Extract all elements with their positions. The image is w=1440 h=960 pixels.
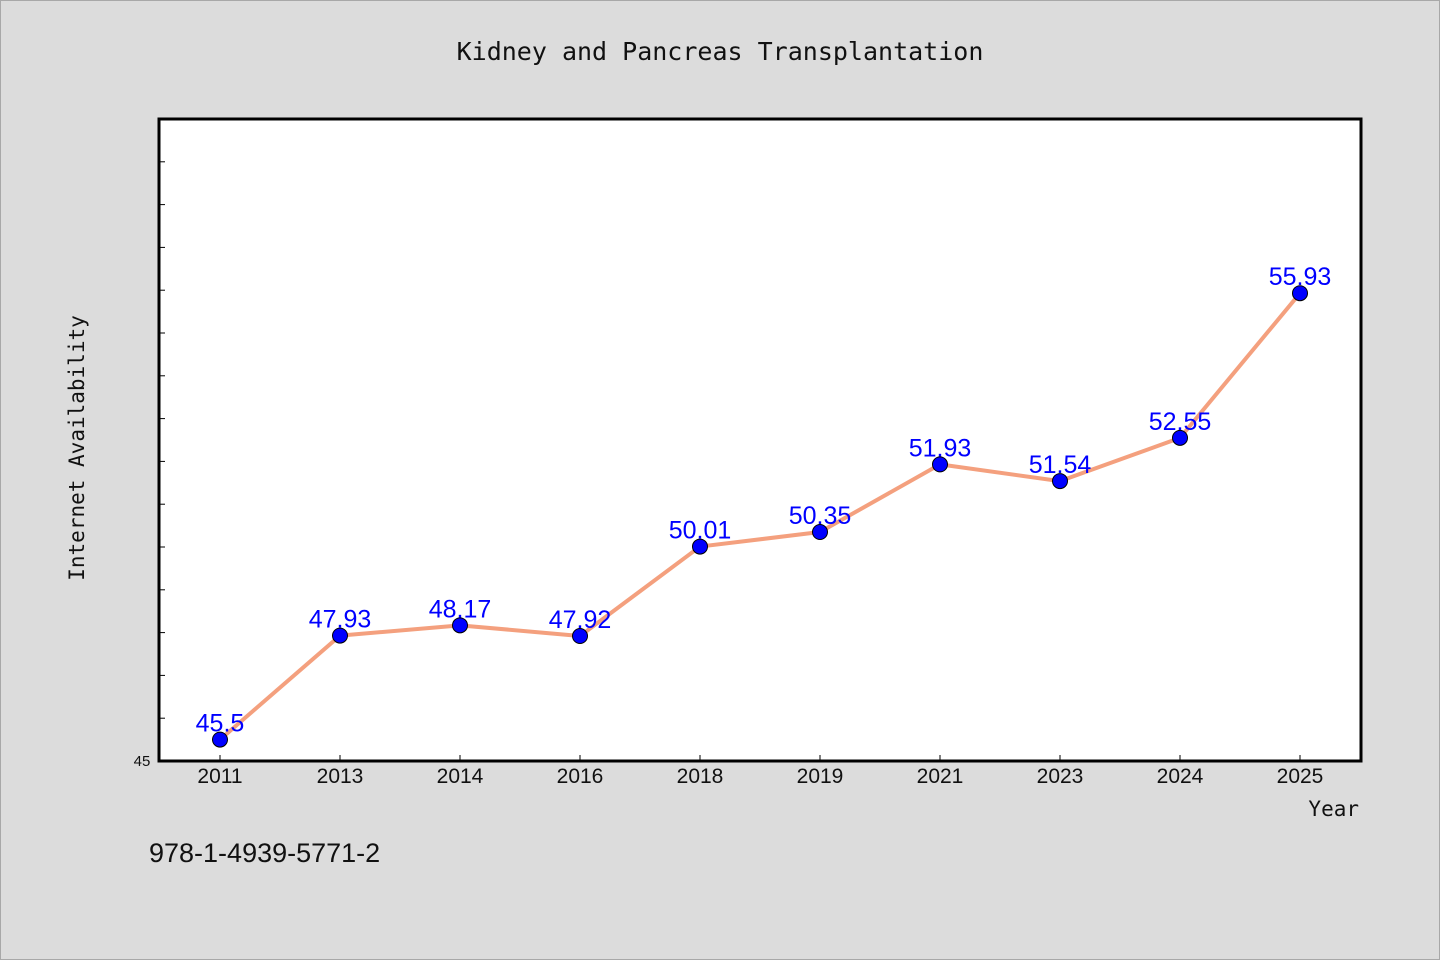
data-label: 47.93 — [309, 606, 372, 634]
data-label: 52.55 — [1149, 408, 1212, 436]
x-tick-label: 2019 — [797, 765, 844, 788]
data-label: 45.5 — [196, 710, 245, 738]
data-label: 47.92 — [549, 606, 612, 634]
x-axis-label: Year — [1308, 797, 1359, 821]
x-tick-label: 2011 — [197, 765, 242, 788]
data-point — [1172, 429, 1188, 446]
x-tick-label: 2023 — [1037, 765, 1084, 788]
series-line — [218, 291, 1302, 742]
data-point — [572, 628, 588, 645]
x-tick-label: 2024 — [1157, 765, 1204, 788]
data-point — [1052, 473, 1068, 490]
x-axis-ticks — [219, 755, 1301, 761]
x-tick-label: 2013 — [317, 765, 364, 788]
x-tick-label: 2021 — [917, 765, 964, 788]
x-tick-label: 2014 — [437, 765, 484, 788]
data-point — [1292, 285, 1308, 302]
data-label: 50.01 — [669, 517, 732, 545]
plot-area — [157, 117, 1363, 763]
y-axis-label: Internet Availability — [65, 315, 89, 581]
x-tick-label: 2025 — [1277, 765, 1324, 788]
data-point — [212, 731, 228, 748]
data-point — [812, 524, 828, 541]
data-point — [332, 627, 348, 644]
data-label: 48.17 — [429, 595, 492, 623]
x-tick-label: 2018 — [677, 765, 724, 788]
x-tick-labels: 2011 2013 2014 2016 2018 2019 2021 2023 2024 2025 — [197, 765, 1323, 788]
data-labels: 45.5 47.93 48.17 47.92 50.01 50.35 51.93 51.54 5… — [196, 263, 1332, 737]
y-axis-ticks — [159, 161, 165, 762]
y-tick-label-min: 45 — [134, 753, 151, 770]
data-point — [692, 538, 708, 555]
data-label: 51.54 — [1029, 451, 1092, 479]
data-markers — [212, 285, 1308, 748]
data-label: 50.35 — [789, 502, 852, 530]
data-label: 55.93 — [1269, 263, 1332, 291]
footer-isbn: 978-1-4939-5771-2 — [149, 838, 380, 868]
x-tick-label: 2016 — [557, 765, 604, 788]
data-point — [452, 617, 468, 634]
data-point — [932, 456, 948, 473]
chart-title: Kidney and Pancreas Transplantation — [457, 37, 984, 66]
data-label: 51.93 — [909, 434, 972, 462]
